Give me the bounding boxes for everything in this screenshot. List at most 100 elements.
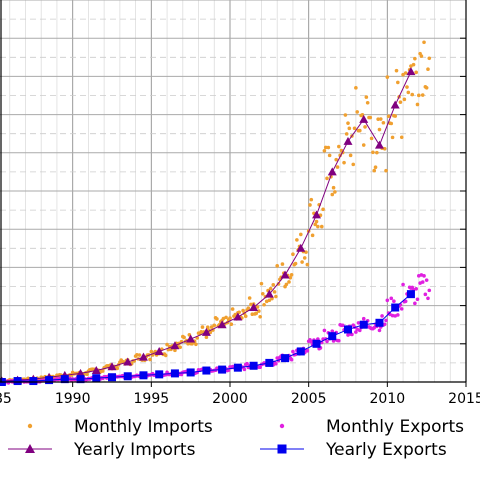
monthly-point	[299, 232, 303, 237]
monthly-point	[194, 342, 198, 347]
monthly-point	[230, 307, 235, 311]
monthly-point	[365, 100, 370, 105]
series-yearly-imports	[0, 67, 416, 385]
monthly-point	[257, 309, 261, 313]
yearly-point	[217, 320, 227, 329]
monthly-point	[343, 113, 348, 117]
monthly-point	[284, 282, 289, 287]
monthly-point	[85, 372, 89, 377]
monthly-point	[403, 299, 408, 304]
monthly-point	[369, 136, 374, 141]
yearly-point	[170, 369, 179, 378]
monthly-point	[426, 67, 430, 72]
monthly-point	[229, 322, 234, 327]
monthly-point	[148, 357, 152, 362]
monthly-point	[325, 176, 329, 181]
monthly-point	[396, 80, 400, 85]
monthly-point	[355, 110, 359, 114]
monthly-point	[289, 357, 294, 362]
monthly-point	[242, 367, 247, 372]
monthly-point	[258, 314, 262, 319]
yearly-point	[29, 377, 38, 386]
yearly-point	[170, 341, 180, 350]
monthly-point	[313, 222, 318, 227]
monthly-point	[274, 294, 278, 299]
monthly-point	[291, 349, 295, 354]
yearly-point	[264, 289, 274, 298]
monthly-point	[209, 325, 214, 329]
monthly-point	[237, 310, 241, 315]
monthly-point	[302, 256, 307, 260]
monthly-point	[182, 335, 186, 340]
monthly-point	[291, 252, 295, 256]
yearly-point	[281, 354, 290, 363]
monthly-point	[199, 330, 203, 334]
monthly-point	[402, 97, 407, 102]
yearly-point	[359, 114, 369, 123]
monthly-point	[325, 339, 329, 344]
yearly-point	[344, 325, 352, 334]
legend-entry-monthly-imports: Monthly Imports	[27, 417, 213, 437]
monthly-point	[173, 348, 177, 353]
monthly-point	[411, 62, 416, 67]
yearly-point	[186, 334, 196, 343]
yearly-point	[155, 370, 164, 379]
monthly-point	[337, 338, 341, 343]
monthly-point	[250, 312, 255, 317]
monthly-point	[354, 330, 358, 334]
monthly-point	[410, 92, 415, 97]
monthly-point	[309, 197, 314, 202]
monthly-point	[399, 307, 404, 311]
monthly-point	[394, 68, 399, 73]
monthly-point	[260, 292, 265, 296]
yearly-point	[92, 374, 101, 383]
monthly-point	[422, 40, 426, 45]
monthly-point	[163, 353, 168, 358]
yearly-point	[249, 361, 258, 370]
monthly-point	[413, 301, 417, 306]
monthly-point	[310, 233, 315, 238]
monthly-point	[358, 128, 362, 133]
monthly-point	[415, 297, 420, 302]
monthly-point	[186, 341, 190, 346]
monthly-point	[354, 86, 358, 90]
monthly-point	[335, 165, 340, 169]
monthly-point	[243, 314, 248, 318]
yearly-point	[280, 270, 290, 279]
legend-label: Monthly Imports	[74, 417, 213, 437]
monthly-point	[254, 311, 259, 316]
monthly-point	[364, 95, 369, 99]
monthly-point	[358, 328, 362, 333]
monthly-point	[337, 144, 341, 149]
yearly-point	[249, 303, 259, 312]
monthly-point	[417, 93, 421, 98]
yearly-point	[186, 368, 195, 377]
x-axis-ticks: 1985 1990 1995 2000 2005 2010 2015	[0, 382, 480, 407]
monthly-point	[403, 71, 408, 75]
monthly-point	[420, 93, 425, 97]
yearly-point	[406, 67, 416, 76]
monthly-point	[327, 153, 332, 158]
monthly-point	[245, 361, 249, 366]
monthly-point	[389, 296, 394, 301]
yearly-point	[218, 365, 227, 374]
x-tick-label: 2000	[212, 391, 248, 407]
monthly-point	[378, 117, 383, 121]
monthly-point	[334, 157, 339, 162]
monthly-point	[137, 353, 142, 357]
monthly-point	[305, 349, 310, 353]
monthly-point	[280, 262, 285, 266]
monthly-point	[390, 313, 395, 318]
monthly-point	[390, 135, 395, 140]
monthly-point	[405, 85, 409, 89]
monthly-point	[414, 287, 418, 291]
monthly-point	[424, 85, 429, 90]
monthly-point	[344, 132, 349, 136]
monthly-point	[375, 150, 379, 155]
monthly-point	[309, 339, 314, 344]
monthly-point	[272, 290, 277, 294]
yearly-point	[296, 347, 305, 356]
legend-entry-yearly-imports: Yearly Imports	[8, 440, 196, 460]
yearly-point	[202, 366, 211, 375]
